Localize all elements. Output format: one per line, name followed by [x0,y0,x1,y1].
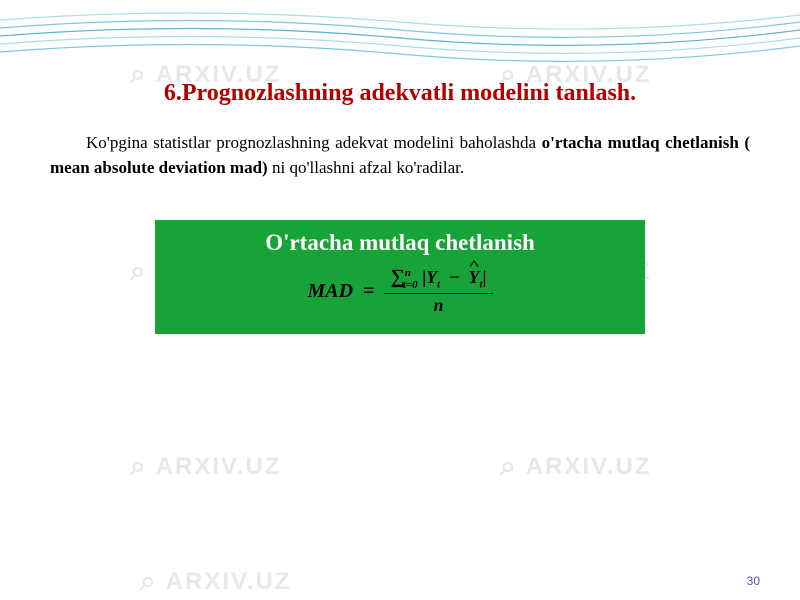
y-t-sub: t [437,279,440,291]
page-number: 30 [747,574,760,588]
watermark: ⌕ARXIV.UZ [500,450,652,483]
paragraph-pre: Ko'pgina statistlar prognozlashning adek… [86,133,542,152]
magnifier-icon: ⌕ [130,450,148,483]
mad-label: MAD [307,280,353,303]
watermark: ⌕ARXIV.UZ [130,450,282,483]
mad-formula: MAD = ∑nt=0 |Yt − Yt| n [169,266,631,315]
magnifier-icon: ⌕ [500,450,518,483]
body-paragraph: Ko'pgina statistlar prognozlashning adek… [50,131,750,180]
formula-box: O'rtacha mutlaq chetlanish MAD = ∑nt=0 |… [155,220,645,333]
abs-close: | [483,267,487,287]
formula-title: O'rtacha mutlaq chetlanish [169,230,631,256]
sum-upper: n [405,267,411,279]
slide-title: 6.Prognozlashning adekvatli modelini tan… [50,80,750,107]
watermark: ⌕ARXIV.UZ [140,565,292,598]
y-hat: Y [468,268,479,288]
y-t: Y [426,267,437,287]
numerator: ∑nt=0 |Yt − Yt| [384,266,492,294]
magnifier-icon: ⌕ [140,565,158,598]
denominator: n [433,294,443,316]
paragraph-post: ni qo'llashni afzal ko'radilar. [268,158,464,177]
minus-sign: − [449,267,459,287]
fraction: ∑nt=0 |Yt − Yt| n [384,266,492,315]
equals-sign: = [363,280,374,303]
sum-lower: t=0 [403,279,418,291]
